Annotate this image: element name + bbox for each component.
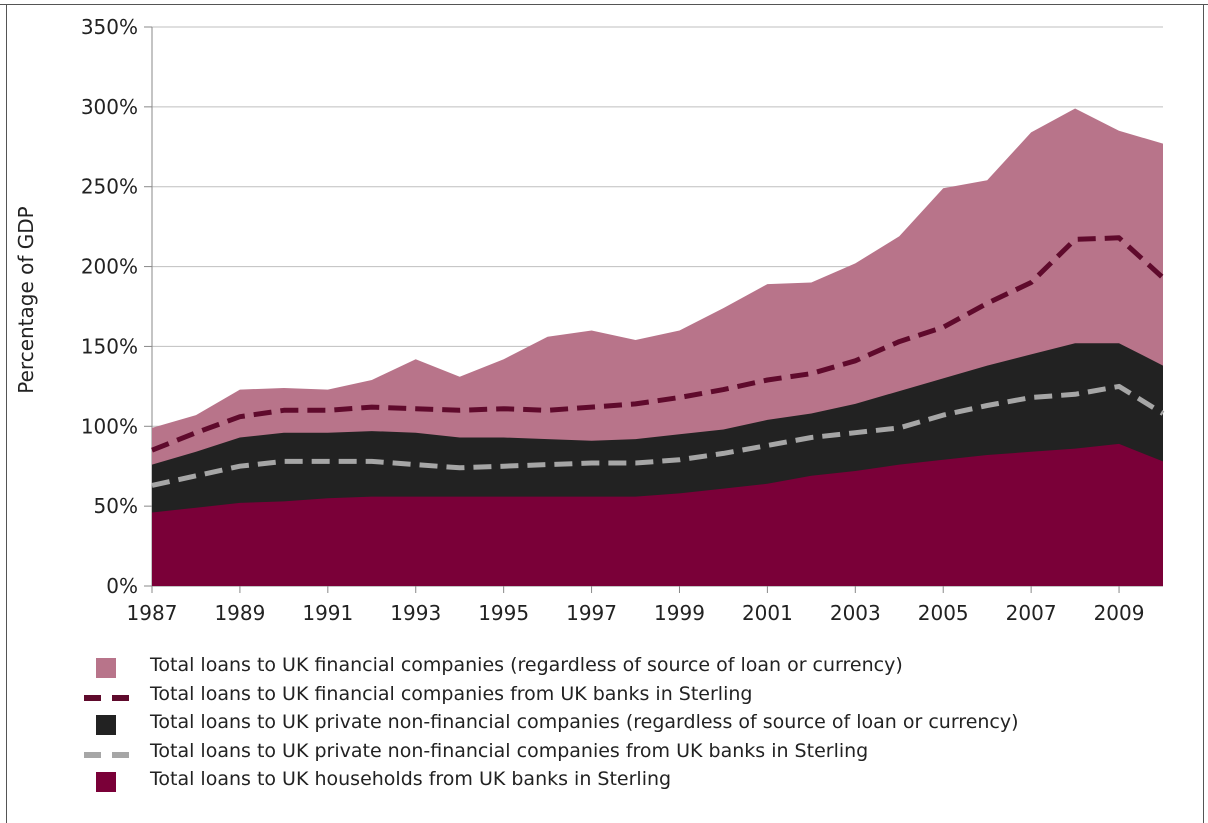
y-tick-label: 150% [81,334,138,358]
x-tick-label: 1987 [127,601,178,625]
legend-label: Total loans to UK private non-financial … [150,711,1019,733]
area-series [152,108,1163,586]
x-tick-label: 2003 [830,601,881,625]
x-tick-label: 1997 [566,601,617,625]
x-tick-label: 1999 [654,601,705,625]
y-tick-labels: 0% 50% 100% 150% 200% 250% 300% 350% [81,15,138,598]
x-tick-label: 1991 [302,601,353,625]
y-tick-label: 200% [81,255,138,279]
x-tick-label: 1989 [214,601,265,625]
legend-dash-nonfinancial-sterling [84,751,130,758]
y-tick-label: 50% [94,494,138,518]
x-tick-label: 2005 [918,601,969,625]
legend-dash-financial-sterling [84,694,130,701]
legend-swatch-households [96,772,116,792]
x-tick-label: 2001 [742,601,793,625]
figure-border-right [1203,4,1204,823]
y-tick-label: 250% [81,175,138,199]
legend-swatch-nonfinancial-total [96,715,116,735]
area-chart: 0%50%100%150%200%250%300%350% 1987 1989 19… [14,15,1165,625]
legend-swatch-financial-total [96,658,116,678]
x-tick-labels: 1987 1989 1991 1993 1995 1997 1999 2001 2003 2005… [127,601,1145,625]
y-axis-label: Percentage of GDP [14,206,38,393]
y-tick-label: 350% [81,15,138,39]
x-tick-label: 1993 [390,601,441,625]
y-tick-label: 0% [106,574,138,598]
figure-border-top [0,4,1208,5]
legend-label: Total loans to UK households from UK ban… [150,768,672,790]
legend-label: Total loans to UK financial companies (r… [150,654,903,676]
line-financial-sterling [151,235,1165,453]
x-tick-label: 2007 [1006,601,1057,625]
y-tick-label: 100% [81,414,138,438]
x-tick-label: 1995 [478,601,529,625]
x-tick-label: 2009 [1094,601,1145,625]
line-series [151,235,1165,488]
figure-border-left [6,4,7,823]
area-households [152,443,1163,586]
line-nonfinancial-sterling [151,383,1165,488]
y-tick-label: 300% [81,95,138,119]
legend-label: Total loans to UK financial companies fr… [150,682,753,705]
legend-label: Total loans to UK private non-financial … [150,739,869,762]
